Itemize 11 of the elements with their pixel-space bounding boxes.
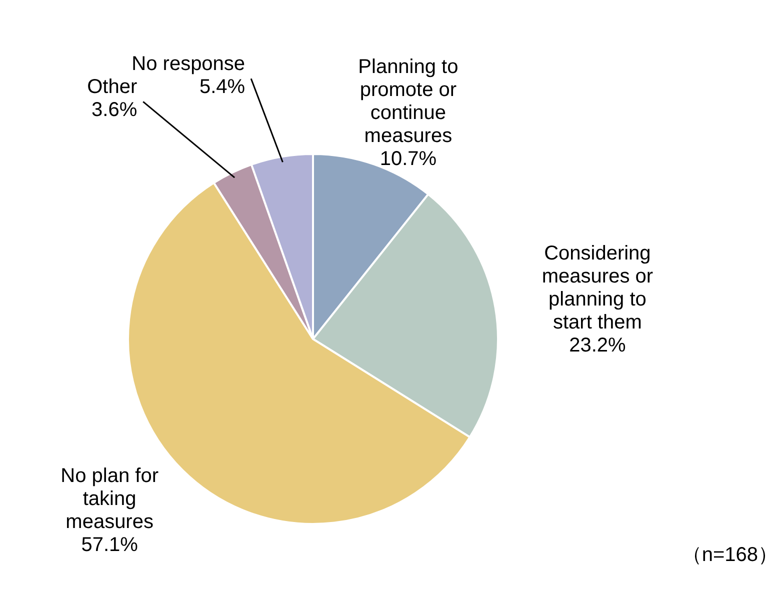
slice-label: Considering measures or planning to start them <box>542 242 654 334</box>
data-label: 3.6% <box>92 99 138 122</box>
slice-label: Planning to promote or continue measures <box>358 56 458 147</box>
slice-label: Other <box>87 76 138 98</box>
data-label: 23.2% <box>569 334 626 356</box>
slice-label: No response <box>132 53 246 76</box>
data-label: 57.1% <box>81 534 138 556</box>
slice-label: No plan for taking measures <box>60 465 159 534</box>
text: （n=168） <box>682 544 778 566</box>
data-label: 10.7% <box>380 148 437 170</box>
data-label: 5.4% <box>199 76 246 98</box>
